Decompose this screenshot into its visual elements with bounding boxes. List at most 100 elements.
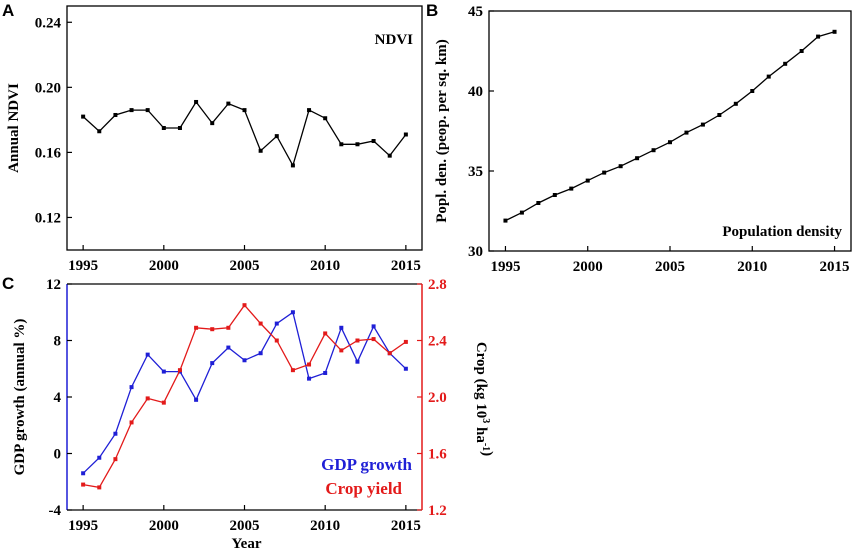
x-axis-title: Year [232, 536, 262, 552]
gdp-series-point [161, 369, 166, 374]
y-tick-label: 0.24 [35, 15, 62, 31]
gdp-series-point [258, 351, 263, 356]
gdp-series-point [97, 455, 102, 460]
population-series-point [766, 74, 771, 79]
population-series-point [552, 193, 557, 197]
population-series-point [700, 122, 705, 127]
y-axis-title: Popl. den. (peop. per sq. km) [434, 39, 450, 223]
crop-series-point [403, 339, 408, 344]
gdp-series-point [113, 431, 118, 436]
crop-series-point [97, 485, 102, 490]
y-axis-title-right-part: -1 [480, 443, 491, 451]
population-series-point [602, 170, 607, 175]
y-axis-title-right-part: ) [479, 451, 495, 456]
crop-series-point [387, 351, 392, 356]
y-axis-title-right-part: Crop (kg 10 [473, 342, 489, 418]
panel-a-ndvi: A 1995 2000 2005 2010 2015 0.12 0.16 0.20 0.24 NDV… [2, 1, 423, 274]
gdp-series-point [81, 471, 86, 476]
ndvi-series-point [129, 108, 134, 113]
ndvi-series-point [290, 163, 295, 168]
crop-series-point [145, 396, 150, 401]
plot-frame [66, 5, 423, 251]
chart-title: NDVI [375, 32, 413, 48]
x-tick-label: 2005 [230, 258, 260, 274]
gdp-series-point [355, 359, 360, 364]
y-tick-label-right: 2.0 [428, 390, 447, 406]
population-series-point [832, 29, 837, 34]
population-series-point [717, 113, 722, 117]
y-axis-title: Annual NDVI [6, 83, 22, 173]
panel-b-population: B 1995 2000 2005 2010 2015 30 35 40 45 Population … [426, 1, 852, 275]
crop-series-point [210, 327, 215, 332]
y-tick-label-right: 1.6 [428, 447, 447, 463]
ndvi-series-point [387, 153, 392, 158]
legend-gdp: GDP growth [321, 455, 412, 474]
y-tick-label: 8 [54, 334, 62, 350]
y-axis-title-right-part: 3 [480, 418, 491, 423]
ndvi-series-point [97, 129, 102, 134]
y-tick-label: 0 [54, 447, 62, 463]
plot-frame [488, 10, 852, 252]
population-series-point [799, 49, 804, 53]
crop-series-point [274, 338, 279, 343]
ndvi-series-point [242, 108, 247, 113]
gdp-series-point [194, 397, 199, 402]
ndvi-series-point [371, 139, 376, 144]
population-series-point [651, 148, 656, 153]
x-tick-label: 2015 [820, 259, 850, 275]
crop-series-point [258, 321, 263, 326]
population-series-point [733, 101, 738, 106]
population-series-point [750, 89, 755, 93]
y-tick-label: 0.12 [35, 210, 61, 226]
gdp-series-line [82, 311, 407, 474]
gdp-series-point [129, 385, 134, 390]
gdp-series-point [226, 345, 231, 350]
panel-label-c: C [2, 274, 14, 293]
crop-series-point [194, 325, 199, 330]
ndvi-series-point [323, 116, 328, 121]
ndvi-series-point [226, 101, 231, 106]
crop-series-point [226, 325, 231, 330]
x-tick-label: 1995 [490, 259, 520, 275]
crop-series-point [339, 348, 344, 353]
x-tick-label: 2005 [655, 259, 685, 275]
panel-label-b: B [426, 1, 438, 20]
x-tick-label: 1995 [68, 518, 98, 534]
crop-series-point [177, 368, 182, 373]
crop-series-point [290, 368, 295, 373]
ndvi-series-point [355, 142, 360, 147]
population-series-point [816, 34, 821, 39]
y-tick-label: 12 [46, 277, 61, 293]
gdp-series-point [307, 376, 312, 381]
crop-series-point [81, 482, 86, 487]
crop-series-point [371, 337, 376, 342]
x-tick-label: 2000 [149, 258, 179, 274]
y-axis-title-right: Crop (kg 103 ha-1) [473, 342, 495, 456]
y-tick-label: 40 [468, 84, 483, 100]
crop-series-point [129, 420, 134, 425]
population-series-point [668, 140, 672, 145]
y-tick-label: 35 [468, 164, 483, 180]
y-tick-label: -4 [49, 503, 62, 519]
panel-label-a: A [2, 1, 14, 20]
population-series-point [519, 210, 524, 215]
x-tick-label: 2010 [737, 259, 767, 275]
crop-series-point [323, 331, 328, 336]
population-series-point [503, 218, 508, 223]
ndvi-series-point [258, 148, 263, 153]
population-series-point [569, 186, 574, 191]
y-tick-label-right: 2.8 [428, 277, 447, 293]
ndvi-series-point [210, 121, 215, 126]
x-tick-label: 2000 [149, 518, 179, 534]
x-tick-label: 2010 [310, 258, 340, 274]
population-series-line [505, 31, 835, 222]
x-tick-label: 1995 [68, 258, 98, 274]
y-tick-label: 4 [54, 390, 62, 406]
crop-series-point [355, 338, 360, 343]
y-tick-label: 0.16 [35, 145, 62, 161]
ndvi-series-point [339, 142, 344, 147]
population-series-point [783, 61, 788, 66]
population-series-point [585, 178, 590, 183]
gdp-series-point [323, 370, 328, 375]
